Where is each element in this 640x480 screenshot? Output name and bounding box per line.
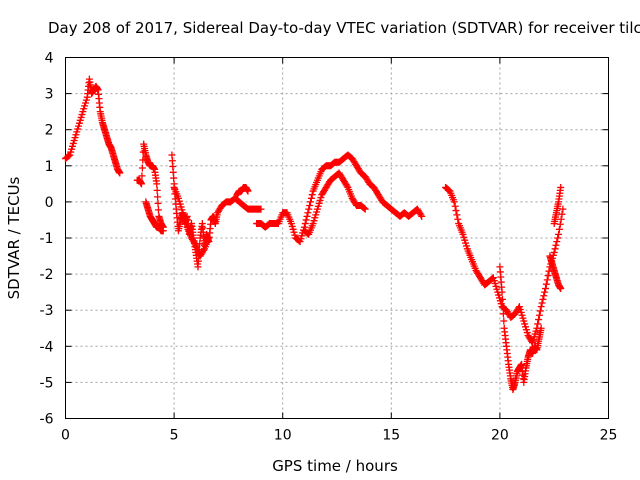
data-point-segment-7 <box>303 212 311 220</box>
data-point-segment-10 <box>537 324 545 332</box>
data-point-segment-9 <box>537 303 545 311</box>
data-point-segment-9 <box>542 285 550 293</box>
data-point-segment-2 <box>154 206 162 214</box>
data-point-segment-7 <box>308 191 316 199</box>
data-point-segment-6 <box>244 187 252 195</box>
y-axis-label: SDTVAR / TECUs <box>5 176 23 299</box>
grid <box>65 57 609 419</box>
data-point-segment-2 <box>154 193 162 201</box>
y-tick-label: 0 <box>45 195 54 211</box>
data-point-segment-9 <box>536 307 544 315</box>
y-tick-label: 2 <box>45 123 54 139</box>
data-point-segment-9 <box>454 215 462 223</box>
data-point-segment-5 <box>200 246 208 254</box>
x-tick-label: 5 <box>170 428 179 444</box>
data-point-segment-1 <box>65 152 73 160</box>
data-point-segment-4 <box>257 205 265 213</box>
data-point-segment-8 <box>343 182 351 190</box>
y-tick-label: 4 <box>45 51 54 67</box>
data-point-segment-8 <box>360 204 368 212</box>
data-point-segment-9 <box>542 280 550 288</box>
data-point-segment-9 <box>557 215 565 223</box>
data-point-segment-7 <box>302 216 310 224</box>
data-point-segment-9 <box>540 292 548 300</box>
data-point-segment-2 <box>153 180 161 188</box>
data-point-segment-9 <box>556 220 564 228</box>
data-point-segment-9 <box>559 205 567 213</box>
data-point-segment-9 <box>452 207 460 215</box>
data-point-segment-7 <box>305 205 313 213</box>
x-tick-label: 0 <box>61 428 70 444</box>
data-point-segment-2 <box>138 164 146 172</box>
x-tick-label: 20 <box>491 428 509 444</box>
x-tick-label: 15 <box>382 428 400 444</box>
data-marks <box>62 75 567 394</box>
data-point-segment-9 <box>539 295 547 303</box>
data-point-segment-3 <box>159 227 167 235</box>
data-point-segment-10 <box>498 288 506 296</box>
data-point-segment-9 <box>550 248 558 256</box>
y-tick-label: -1 <box>40 231 54 247</box>
data-point-segment-2 <box>138 180 146 188</box>
y-tick-label: -3 <box>40 303 54 319</box>
data-point-segment-9 <box>551 245 559 253</box>
y-tick-label: -4 <box>40 339 54 355</box>
data-point-segment-9 <box>545 267 553 275</box>
data-point-segment-9 <box>538 299 546 307</box>
data-point-segment-9 <box>553 238 561 246</box>
data-point-segment-10 <box>500 317 508 325</box>
data-point-segment-9 <box>558 210 566 218</box>
data-point-segment-9 <box>535 316 543 324</box>
data-point-segment-2 <box>154 199 162 207</box>
data-point-segment-5 <box>205 234 213 242</box>
data-point-segment-9 <box>453 211 461 219</box>
data-point-segment-1 <box>116 169 124 177</box>
y-tick-label: -2 <box>40 267 54 283</box>
data-point-segment-10 <box>499 303 507 311</box>
axis-ticks <box>65 57 609 419</box>
data-point-segment-7 <box>307 194 315 202</box>
data-point-segment-5 <box>191 240 199 248</box>
data-point-segment-9 <box>534 320 542 328</box>
data-point-segment-9 <box>555 225 563 233</box>
y-tick-label: 3 <box>45 87 54 103</box>
x-tick-label: 10 <box>274 428 292 444</box>
data-point-segment-10 <box>499 310 507 318</box>
data-point-segment-2 <box>138 172 146 180</box>
data-point-segment-9 <box>541 288 549 296</box>
data-point-segment-7 <box>307 198 315 206</box>
data-point-segment-7 <box>306 202 314 210</box>
x-tick-label: 25 <box>600 428 618 444</box>
data-point-segment-8 <box>361 205 369 213</box>
data-point-segment-10 <box>499 295 507 303</box>
data-point-segment-9 <box>555 230 563 238</box>
x-tick-labels: 0 5 10 15 20 25 <box>61 428 617 444</box>
y-tick-label: -5 <box>40 375 54 391</box>
data-point-segment-9 <box>535 311 543 319</box>
y-tick-labels: 4 3 2 1 0 -1 -2 -3 -4 -5 -6 <box>40 51 54 428</box>
y-tick-label: 1 <box>45 159 54 175</box>
data-point-segment-7 <box>417 211 425 219</box>
data-point-segment-7 <box>418 212 426 220</box>
data-point-segment-9 <box>450 198 458 206</box>
data-point-segment-7 <box>301 220 309 228</box>
data-point-segment-12 <box>557 183 565 191</box>
data-point-segment-9 <box>554 234 562 242</box>
data-point-segment-9 <box>543 276 551 284</box>
data-point-segment-11 <box>557 285 565 293</box>
data-point-segment-2 <box>139 156 147 164</box>
data-point-segment-9 <box>544 272 552 280</box>
y-tick-label: -6 <box>40 412 54 428</box>
data-point-segment-9 <box>552 241 560 249</box>
chart-title: Day 208 of 2017, Sidereal Day-to-day VTE… <box>48 19 640 37</box>
data-point-segment-7 <box>304 209 312 217</box>
data-point-segment-2 <box>153 186 161 194</box>
x-axis-label: GPS time / hours <box>272 457 398 475</box>
data-point-segment-9 <box>451 202 459 210</box>
